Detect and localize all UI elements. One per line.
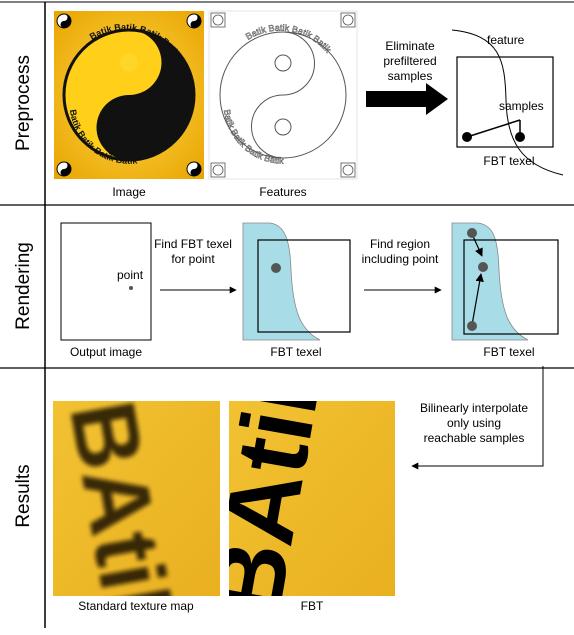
eliminate-line-1: Eliminate <box>385 39 435 53</box>
find-texel-line-2: for point <box>171 252 215 266</box>
feature-label: feature <box>487 33 525 47</box>
find-texel-line-1: Find FBT texel <box>154 237 232 251</box>
output-image-caption: Output image <box>70 345 142 359</box>
rendering-texel-2 <box>451 222 559 341</box>
bilinear-arrow <box>411 366 544 470</box>
rendering-texel-caption-1: FBT texel <box>270 345 321 359</box>
bilinear-line-2: only using <box>447 416 501 430</box>
eliminate-line-2: prefiltered <box>383 54 436 68</box>
rendering-texel-caption-2: FBT texel <box>483 345 534 359</box>
standard-caption: Standard texture map <box>78 599 194 613</box>
point-label: point <box>117 268 144 282</box>
standard-texture-image: BAtik <box>53 401 220 596</box>
fbt-caption: FBT <box>301 599 324 613</box>
samples-label: samples <box>499 99 544 113</box>
features-caption: Features <box>259 185 306 199</box>
row-label-results: Results <box>13 464 34 527</box>
bilinear-line-1: Bilinearly interpolate <box>420 401 528 415</box>
find-region-line-2: including point <box>362 252 439 266</box>
row-label-preprocess: Preprocess <box>13 55 34 151</box>
preprocess-texel <box>451 29 564 176</box>
yinyang-image: Batik Batik Batik Batik Batik Batik Bati… <box>54 11 204 179</box>
eliminate-line-3: samples <box>388 69 433 83</box>
rendering-texel-1 <box>242 222 351 341</box>
bilinear-line-3: reachable samples <box>424 431 525 445</box>
big-arrow <box>366 83 448 115</box>
find-region-line-1: Find region <box>370 237 430 251</box>
fbt-texture-image: BAtik <box>229 401 395 596</box>
row-label-rendering: Rendering <box>13 242 34 330</box>
image-caption: Image <box>112 185 146 199</box>
output-image-box <box>60 222 152 341</box>
preprocess-texel-caption: FBT texel <box>483 154 534 168</box>
point-dot <box>129 286 133 290</box>
features-image: Batik Batik Batik Batik Batik Batik Bati… <box>208 10 358 180</box>
